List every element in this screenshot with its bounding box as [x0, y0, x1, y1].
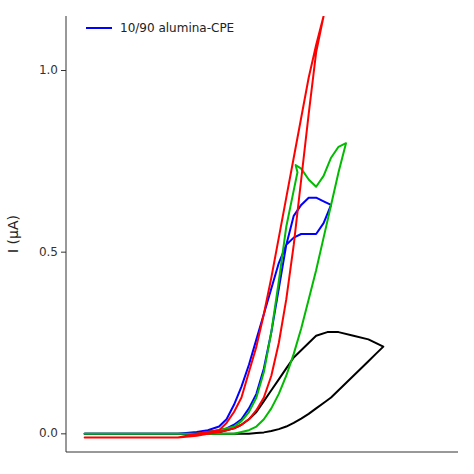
- y-tick: [61, 252, 66, 253]
- background: [0, 0, 474, 474]
- legend-label: 10/90 alumina-CPE: [120, 21, 234, 35]
- y-axis-label: I (μA): [5, 215, 21, 253]
- legend-swatch: [86, 27, 112, 29]
- plot-area: [85, 16, 384, 437]
- curve: [85, 332, 384, 434]
- y-axis-line: [66, 16, 67, 452]
- x-axis-line: [66, 452, 458, 453]
- y-tick: [61, 70, 66, 71]
- y-tick-label: 0.0: [39, 426, 58, 440]
- y-axis: 0.0 0.5 1.0: [39, 63, 66, 440]
- chart: 0.0 0.5 1.0 I (μA) 10/90 alumina-CPE: [0, 0, 474, 474]
- y-tick-label: 0.5: [39, 245, 58, 259]
- legend: 10/90 alumina-CPE: [86, 21, 234, 35]
- y-tick-label: 1.0: [39, 63, 58, 77]
- y-tick: [61, 433, 66, 434]
- curve: [85, 16, 324, 437]
- curve: [85, 143, 346, 434]
